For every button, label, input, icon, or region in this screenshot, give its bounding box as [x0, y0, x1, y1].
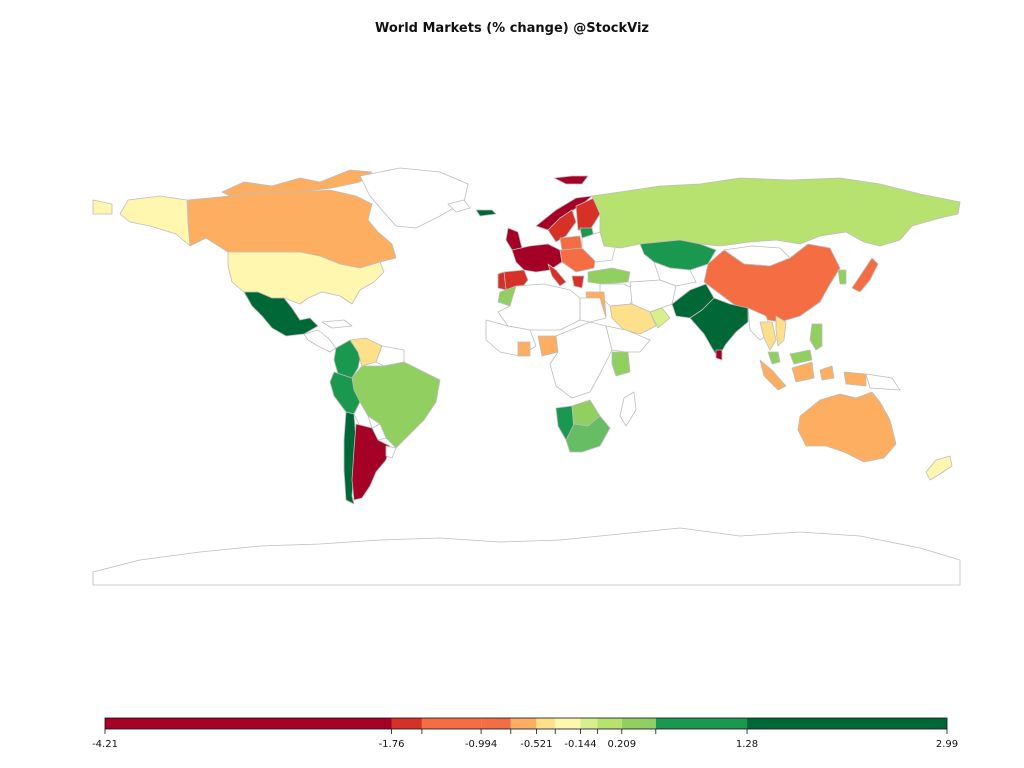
legend-tick-label: -0.144 — [564, 739, 596, 750]
legend-tick-label: 1.28 — [736, 739, 758, 750]
country-philippines[interactable]: Philippines — [809, 323, 823, 351]
country-argentina[interactable]: Argentina — [351, 423, 391, 501]
country-antarctica[interactable]: Antarctica — [92, 527, 961, 586]
legend-tick-label: -0.994 — [465, 739, 497, 750]
country-cuba[interactable]: Cuba — [321, 319, 353, 329]
country-gulf[interactable]: Gulf States — [649, 307, 671, 329]
country-saudi[interactable]: Saudi Arabia — [609, 303, 657, 335]
legend-tick-label: 0.209 — [607, 739, 636, 750]
legend-bin — [555, 718, 581, 729]
legend-bin — [655, 718, 748, 729]
legend-bin — [105, 718, 392, 729]
country-srilanka[interactable]: Sri Lanka — [715, 349, 723, 361]
legend-bin — [536, 718, 556, 729]
country-indonesia[interactable]: Indonesia — [759, 359, 867, 391]
country-canada[interactable]: Canada — [187, 189, 397, 269]
country-ghana[interactable]: Ghana — [517, 341, 531, 357]
country-alaska-west[interactable]: Alaska — [92, 199, 113, 215]
world-map: Alaska Alaska Canada Canada Arctic Islan… — [92, 167, 961, 586]
country-ireland[interactable]: Ireland — [475, 209, 497, 217]
country-china[interactable]: China — [703, 243, 841, 323]
country-india[interactable]: India — [689, 297, 749, 359]
country-korea[interactable]: Korea — [837, 269, 847, 285]
country-australia[interactable]: Australia — [797, 391, 897, 463]
country-central-america[interactable]: Central America — [303, 329, 337, 353]
country-vietnam[interactable]: Vietnam — [775, 315, 787, 347]
legend-tick-label: -0.521 — [520, 739, 552, 750]
legend-bin — [481, 718, 511, 729]
country-c-africa[interactable]: Central Africa — [549, 321, 613, 399]
legend-tick-label: -4.21 — [92, 739, 118, 750]
country-greenland[interactable]: Greenland — [359, 167, 469, 229]
country-nz[interactable]: New Zealand — [925, 455, 953, 481]
legend-bin — [597, 718, 622, 729]
country-thailand[interactable]: Thailand — [759, 321, 777, 351]
legend-tick-label: -1.76 — [379, 739, 405, 750]
legend-bin — [421, 718, 482, 729]
legend-bin — [747, 718, 947, 729]
legend-frame — [104, 717, 948, 730]
legend-bin — [510, 718, 537, 729]
legend-tick-label: 2.99 — [936, 739, 958, 750]
map-title: World Markets (% change) @StockViz — [374, 21, 649, 36]
country-n-africa[interactable]: North Africa — [497, 283, 581, 331]
country-southafrica[interactable]: South Africa — [565, 415, 611, 453]
country-uruguay[interactable]: Uruguay — [385, 445, 397, 459]
country-e-africa[interactable]: East Africa — [605, 325, 651, 353]
country-greece[interactable]: Greece — [571, 275, 585, 289]
country-iceland[interactable]: Iceland — [447, 199, 471, 213]
country-egypt[interactable]: Egypt — [579, 297, 607, 323]
country-mexico[interactable]: Mexico — [243, 291, 319, 337]
country-malaysia[interactable]: Malaysia — [767, 349, 813, 365]
legend-bin — [580, 718, 598, 729]
country-canada-arctic[interactable]: Canada Arctic Islands — [221, 169, 373, 197]
country-turkey[interactable]: Turkey — [587, 267, 631, 285]
legend-bin — [391, 718, 422, 729]
country-kenya[interactable]: Kenya — [611, 351, 631, 377]
country-italy[interactable]: Italy — [547, 263, 567, 287]
country-png[interactable]: Papua New Guinea — [865, 373, 901, 391]
country-finland[interactable]: Finland — [575, 197, 601, 231]
country-japan[interactable]: Japan — [851, 257, 879, 293]
country-svalbard[interactable]: Svalbard — [553, 175, 589, 185]
country-madagascar[interactable]: Madagascar — [619, 391, 637, 427]
legend-bin — [621, 718, 656, 729]
country-sweden[interactable]: Sweden — [547, 209, 577, 243]
